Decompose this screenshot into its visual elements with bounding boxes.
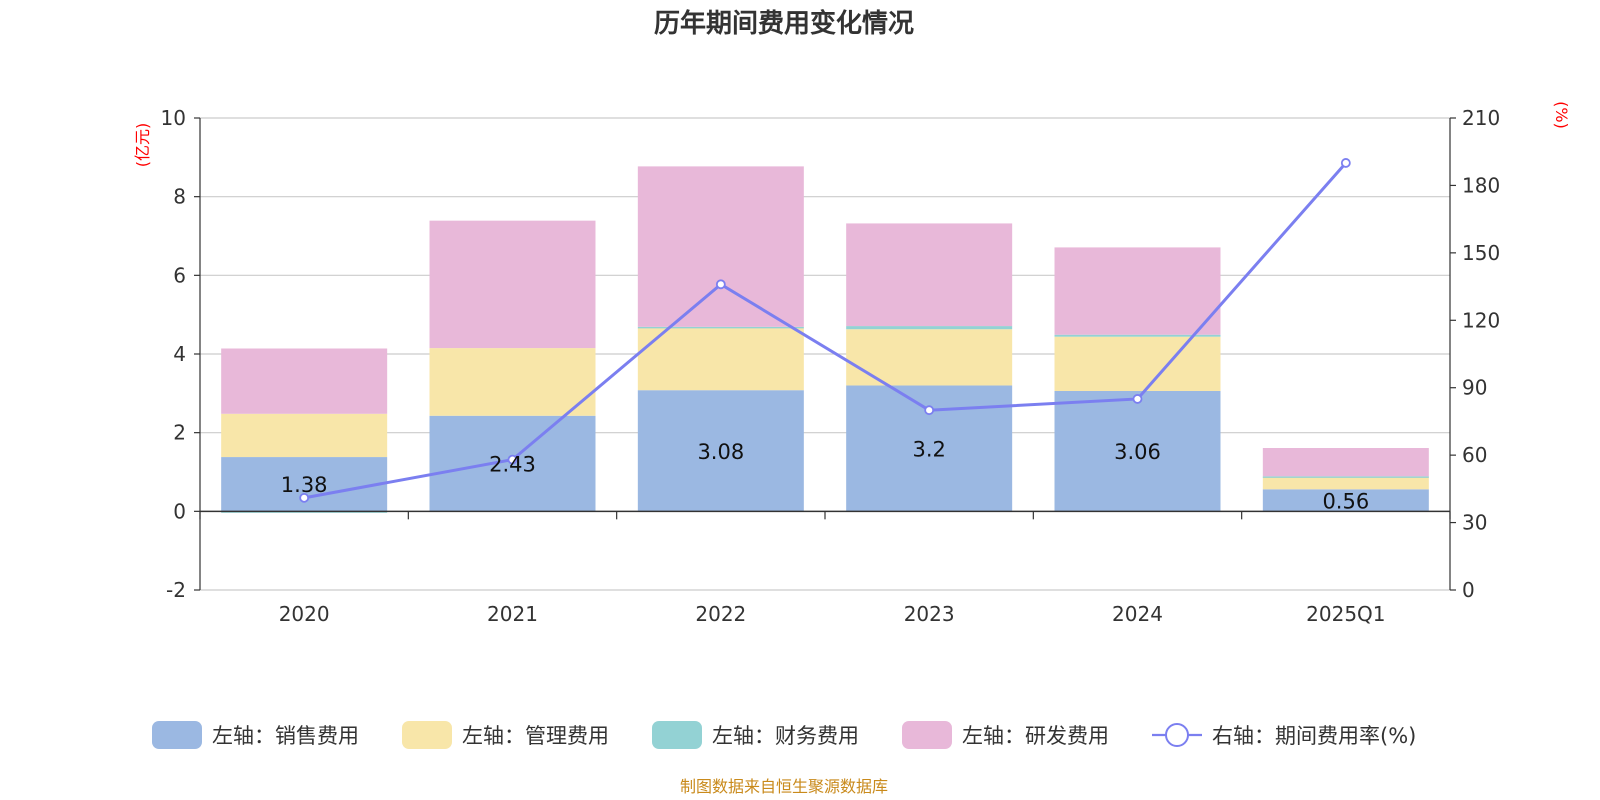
legend-item-0[interactable]: 左轴：销售费用 xyxy=(152,721,359,749)
legend-label: 左轴：销售费用 xyxy=(212,724,359,748)
rate-point-2020 xyxy=(299,492,310,503)
legend-swatch xyxy=(902,721,952,749)
bar-segment-1-2021 xyxy=(429,348,596,416)
x-tick-label: 2025Q1 xyxy=(1306,602,1385,626)
right-tick-label: 210 xyxy=(1462,106,1500,130)
bar-segment-2-2024 xyxy=(1054,334,1221,337)
source-note: 制图数据来自恒生聚源数据库 xyxy=(680,777,888,796)
left-tick-label: 6 xyxy=(173,263,186,287)
right-axis-unit: (%) xyxy=(1552,101,1571,129)
right-tick-label: 30 xyxy=(1462,511,1487,535)
bars xyxy=(221,166,1429,513)
left-tick-label: 8 xyxy=(173,185,186,209)
bar-segment-2-2023 xyxy=(846,326,1013,330)
x-tick-label: 2021 xyxy=(487,602,538,626)
data-labels: 1.38 2.43 3.08 3.2 3.06 0.56 xyxy=(281,437,1369,513)
rate-line xyxy=(299,158,1351,503)
data-label-2025Q1: 0.56 xyxy=(1322,489,1369,513)
legend-label: 左轴：财务费用 xyxy=(712,724,859,748)
bar-segment-3-2025Q1 xyxy=(1262,448,1429,477)
x-tick-label: 2022 xyxy=(695,602,746,626)
right-tick-label: 150 xyxy=(1462,241,1500,265)
legend-item-3[interactable]: 左轴：研发费用 xyxy=(902,721,1109,749)
rate-point-2025Q1 xyxy=(1340,158,1351,168)
left-tick-label: 4 xyxy=(173,342,186,366)
right-tick-label: 0 xyxy=(1462,578,1475,602)
bar-segment-1-2020 xyxy=(221,413,388,458)
legend-item-4[interactable]: 右轴：期间费用率(%) xyxy=(1152,723,1416,748)
data-label-2021: 2.43 xyxy=(489,453,536,477)
legend-item-1[interactable]: 左轴：管理费用 xyxy=(402,721,609,749)
bar-segment-1-2022 xyxy=(637,328,804,391)
right-tick-label: 60 xyxy=(1462,443,1487,467)
legend-label: 左轴：管理费用 xyxy=(462,724,609,748)
right-tick-label: 90 xyxy=(1462,376,1487,400)
legend-label: 右轴：期间费用率(%) xyxy=(1212,724,1416,748)
bar-segment-0-2025Q1 xyxy=(1262,489,1429,512)
data-label-2024: 3.06 xyxy=(1114,440,1161,464)
bar-segment-2-2022 xyxy=(637,326,804,329)
bar-segment-3-2024 xyxy=(1054,247,1221,335)
legend: 左轴：销售费用 左轴：管理费用 左轴：财务费用 左轴：研发费用 右轴：期间费用率(%) xyxy=(152,721,1416,749)
rate-point-2024 xyxy=(1132,394,1143,404)
right-tick-label: 120 xyxy=(1462,308,1500,332)
chart-title: 历年期间费用变化情况 xyxy=(654,8,914,39)
left-tick-label: 2 xyxy=(173,421,186,445)
left-axis-unit: (亿元) xyxy=(133,123,152,168)
legend-item-2[interactable]: 左轴：财务费用 xyxy=(652,721,859,749)
bar-segment-3-2021 xyxy=(429,220,596,349)
x-tick-label: 2020 xyxy=(279,602,330,626)
data-label-2020: 1.38 xyxy=(281,473,328,497)
rate-point-2021 xyxy=(507,454,518,465)
bar-segment-3-2020 xyxy=(221,348,388,414)
left-tick-label: -2 xyxy=(166,578,186,602)
rate-point-2023 xyxy=(924,405,935,416)
left-tick-label: 0 xyxy=(173,499,186,523)
left-axis-ticks: 10 8 6 4 2 0 -2 xyxy=(161,106,200,602)
bar-segment-2-2025Q1 xyxy=(1262,476,1429,478)
bar-segment-1-2023 xyxy=(846,329,1013,386)
right-tick-label: 180 xyxy=(1462,173,1500,197)
right-axis-ticks: 210 180 150 120 90 60 30 0 xyxy=(1450,106,1500,602)
bar-segment-1-2025Q1 xyxy=(1262,476,1429,490)
bar-segment-3-2023 xyxy=(846,223,1013,327)
x-tick-label: 2023 xyxy=(904,602,955,626)
bar-segment-0-2024 xyxy=(1054,390,1221,512)
left-tick-label: 10 xyxy=(161,106,186,130)
x-tick-label: 2024 xyxy=(1112,602,1163,626)
bar-segment-3-2022 xyxy=(637,166,804,327)
bar-segment-1-2024 xyxy=(1054,336,1221,391)
rate-point-2022 xyxy=(715,279,726,290)
legend-swatch xyxy=(402,721,452,749)
legend-swatch xyxy=(652,721,702,749)
bar-segment-0-2022 xyxy=(637,390,804,512)
legend-marker xyxy=(1165,723,1189,747)
x-axis-ticks: 2020 2021 2022 2023 2024 2025Q1 xyxy=(199,511,1451,626)
data-label-2023: 3.2 xyxy=(912,437,945,461)
legend-swatch xyxy=(152,721,202,749)
data-label-2022: 3.08 xyxy=(697,440,744,464)
gridlines xyxy=(200,117,1450,591)
legend-label: 左轴：研发费用 xyxy=(962,724,1109,748)
rate-line-path xyxy=(303,161,1347,500)
